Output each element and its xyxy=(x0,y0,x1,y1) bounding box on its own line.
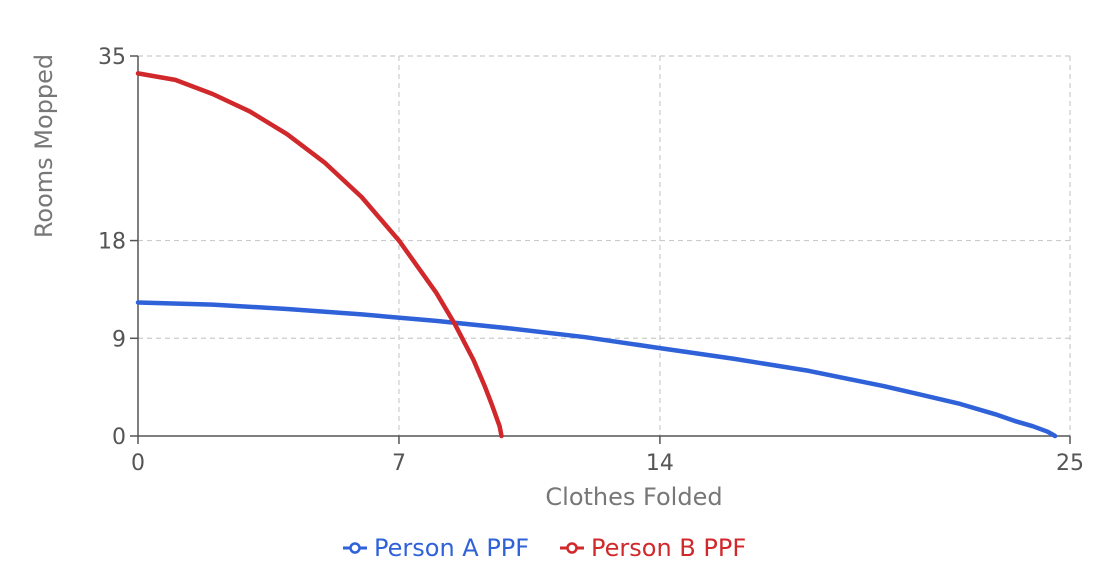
series-lines xyxy=(135,71,1058,439)
legend-label: Person B PPF xyxy=(591,534,746,562)
legend-marker-icon xyxy=(566,542,578,554)
series-line-person-a xyxy=(135,300,1058,439)
series-line-person-b xyxy=(135,71,504,439)
x-tick-label: 14 xyxy=(646,451,674,476)
y-tick-label: 18 xyxy=(98,230,126,255)
grid-lines xyxy=(138,55,1071,436)
axes xyxy=(137,56,1070,437)
y-tick-label: 35 xyxy=(98,45,126,70)
y-tick-label: 9 xyxy=(112,327,126,352)
y-tick-label: 0 xyxy=(112,425,126,450)
tick-labels: 0 7 14 25 0 9 18 35 xyxy=(98,45,1084,476)
x-tick-label: 7 xyxy=(392,451,406,476)
legend-item-person-b[interactable]: Person B PPF xyxy=(560,534,746,562)
x-tick-label: 25 xyxy=(1056,451,1084,476)
y-axis-title: Rooms Mopped xyxy=(30,54,58,238)
legend-label: Person A PPF xyxy=(374,534,529,562)
x-tick-label: 0 xyxy=(131,451,145,476)
legend: Person A PPF Person B PPF xyxy=(343,534,746,562)
legend-marker-icon xyxy=(349,542,361,554)
x-axis-title: Clothes Folded xyxy=(545,483,722,511)
legend-item-person-a[interactable]: Person A PPF xyxy=(343,534,529,562)
